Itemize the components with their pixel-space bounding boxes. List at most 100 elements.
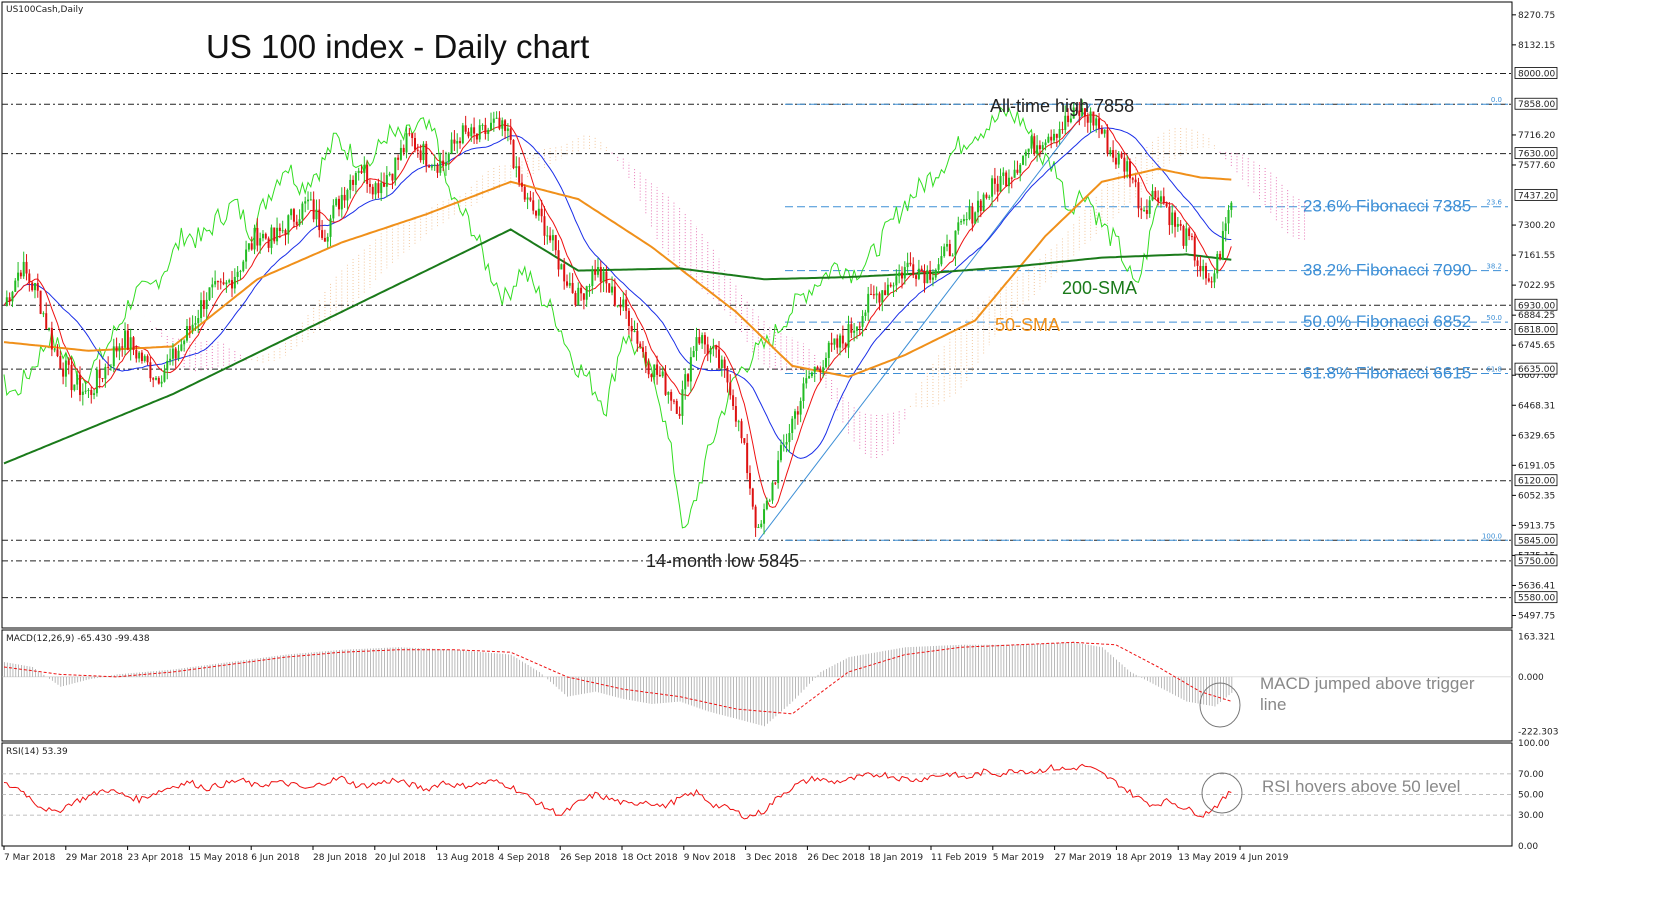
- candle-body: [822, 367, 825, 373]
- price-tick-label: 7161.55: [1518, 251, 1555, 261]
- candle-body: [855, 326, 858, 331]
- candle-body: [439, 160, 442, 173]
- candle-body: [715, 345, 718, 350]
- candle-body: [81, 391, 84, 395]
- candle-body: [627, 310, 630, 326]
- candle-body: [1176, 223, 1179, 227]
- x-tick-label: 26 Sep 2018: [560, 853, 617, 863]
- candle-body: [191, 324, 194, 331]
- fib-ratio: 0.0: [1491, 96, 1502, 104]
- candle-body: [487, 129, 490, 134]
- candle-body: [523, 186, 526, 200]
- candle-body: [166, 360, 169, 371]
- candle-body: [197, 318, 200, 324]
- fib-ratio: 50.0: [1486, 314, 1502, 322]
- candle-body: [1219, 253, 1222, 259]
- candle-body: [304, 201, 307, 204]
- candle-body: [571, 282, 574, 294]
- fib-ratio: 100.0: [1482, 532, 1502, 540]
- candle-body: [239, 270, 242, 272]
- candle-body: [1168, 206, 1171, 226]
- candle-body: [582, 293, 585, 300]
- candle-body: [718, 349, 721, 368]
- candle-body: [1216, 253, 1219, 274]
- candle-body: [194, 323, 197, 325]
- candle-body: [1151, 190, 1154, 201]
- candle-body: [250, 243, 253, 250]
- candle-body: [259, 238, 262, 246]
- candle-body: [343, 194, 346, 201]
- candle-body: [205, 299, 208, 309]
- candle-body: [101, 378, 104, 380]
- candle-body: [712, 345, 715, 349]
- candle-body: [1047, 136, 1050, 143]
- price-tick-label: 7022.95: [1518, 281, 1555, 291]
- candle-body: [318, 209, 321, 231]
- candle-body: [1036, 145, 1039, 155]
- candle-body: [903, 267, 906, 279]
- fib-ratio: 23.6: [1486, 199, 1502, 207]
- candle-body: [546, 235, 549, 237]
- price-level-label: 6930.00: [1518, 301, 1555, 311]
- candle-body: [50, 327, 53, 350]
- candle-body: [1005, 172, 1008, 187]
- x-tick-label: 3 Dec 2018: [746, 853, 798, 863]
- price-level-label: 7630.00: [1518, 150, 1555, 160]
- candle-body: [734, 406, 737, 422]
- candle-body: [1112, 150, 1115, 158]
- macd-tick-label: -222.303: [1518, 728, 1558, 738]
- candle-body: [976, 200, 979, 213]
- candle-body: [185, 326, 188, 341]
- candle-body: [261, 233, 264, 239]
- price-level-label: 5750.00: [1518, 557, 1555, 567]
- candle-body: [62, 368, 65, 377]
- candle-body: [492, 118, 495, 123]
- candle-body: [188, 326, 191, 331]
- price-tick-label: 6884.25: [1518, 311, 1555, 321]
- candle-body: [796, 411, 799, 415]
- candle-body: [470, 127, 473, 137]
- price-tick-label: 6052.35: [1518, 491, 1555, 501]
- candle-body: [1030, 136, 1033, 149]
- candle-body: [281, 230, 284, 232]
- candle-body: [1019, 164, 1022, 173]
- candle-body: [926, 269, 929, 284]
- candle-body: [1016, 169, 1019, 173]
- candle-body: [73, 384, 76, 391]
- sma200-line: [3, 228, 1232, 465]
- candle-body: [408, 133, 411, 135]
- candle-body: [109, 366, 112, 368]
- candle-body: [884, 290, 887, 296]
- candle-body: [380, 182, 383, 194]
- candle-body: [515, 166, 518, 169]
- candle-body: [8, 297, 11, 302]
- price-level-box: [1514, 97, 1558, 110]
- candle-body: [875, 293, 878, 296]
- candle-body: [509, 128, 512, 140]
- candle-body: [946, 243, 949, 247]
- candle-body: [658, 374, 661, 377]
- candle-body: [743, 438, 746, 443]
- candle-body: [886, 284, 889, 296]
- candle-body: [971, 206, 974, 224]
- candle-body: [915, 275, 918, 279]
- candle-body: [1103, 129, 1106, 134]
- candle-body: [917, 268, 920, 279]
- candle-body: [1072, 107, 1075, 119]
- candle-body: [368, 183, 371, 187]
- candle-body: [605, 271, 608, 284]
- candle-body: [1058, 128, 1061, 138]
- candle-body: [202, 300, 205, 309]
- candle-body: [1199, 265, 1202, 272]
- candle-body: [799, 401, 802, 415]
- candle-body: [1171, 212, 1174, 226]
- candle-body: [276, 227, 279, 242]
- candle-body: [228, 280, 231, 283]
- price-tick-label: 7300.20: [1518, 221, 1555, 231]
- x-tick-label: 11 Feb 2019: [931, 853, 987, 863]
- x-tick-label: 18 Oct 2018: [622, 853, 678, 863]
- candle-body: [549, 235, 552, 241]
- candle-body: [1081, 108, 1084, 116]
- price-level-label: 8000.00: [1518, 69, 1555, 79]
